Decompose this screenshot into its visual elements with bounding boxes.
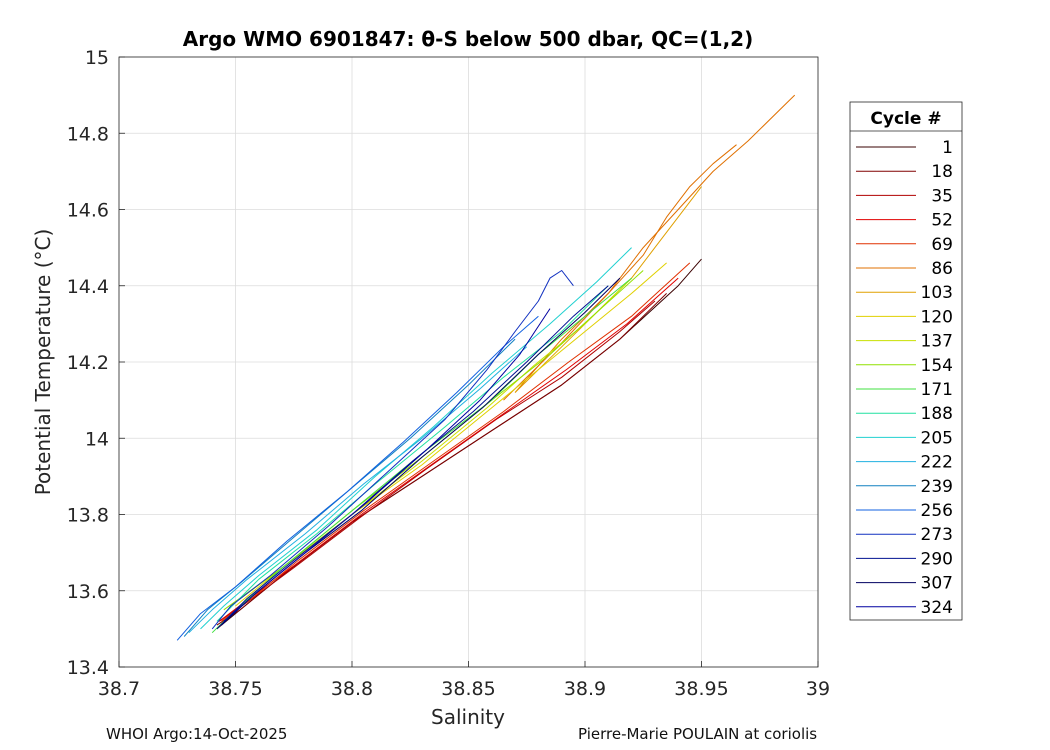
legend-label: 239: [921, 477, 953, 497]
x-tick-label: 38.7: [98, 678, 140, 700]
legend-label: 290: [921, 549, 953, 569]
footer-source: Pierre-Marie POULAIN at coriolis: [578, 725, 818, 743]
y-tick-label: 13.4: [67, 657, 109, 679]
series-line-14: [188, 346, 528, 634]
y-tick-label: 14.4: [67, 276, 109, 298]
legend-label: 205: [921, 428, 953, 448]
y-tick-label: 13.6: [67, 581, 109, 603]
legend-entries: 1 18 35 52 69 86 103 120 137 154 171 188 205 222 239 25…: [856, 138, 953, 618]
y-tick-label: 15: [85, 47, 109, 69]
legend-label: 35: [931, 186, 953, 206]
y-tick-label: 13.8: [67, 505, 109, 527]
axis-ticks: 38.7 38.75 38.8 38.85 38.9 38.95 39 13.4 13.6 13.…: [67, 47, 830, 700]
footer-credit: WHOI Argo:14-Oct-2025: [106, 725, 288, 743]
y-tick-label: 14.6: [67, 200, 109, 222]
series-line-5: [503, 94, 796, 401]
series-line-16: [176, 315, 539, 641]
y-tick-label: 14.8: [67, 123, 109, 145]
legend: Cycle # 1 18 35 52 69 86 103 120 137 154 171 188 205…: [849, 101, 963, 621]
legend-label: 52: [931, 211, 953, 231]
legend-label: 324: [921, 598, 953, 618]
legend-label: 154: [921, 356, 953, 376]
y-axis-label: Potential Temperature (°C): [31, 229, 55, 496]
legend-label: 120: [921, 307, 953, 327]
x-axis-label: Salinity: [431, 705, 505, 729]
x-tick-label: 38.9: [564, 678, 606, 700]
legend-label: 103: [921, 283, 953, 303]
legend-title: Cycle #: [870, 109, 941, 129]
series-line-1: [216, 293, 667, 626]
x-tick-label: 38.8: [331, 678, 373, 700]
series-line-2: [218, 300, 656, 622]
legend-label: 18: [931, 162, 953, 182]
x-tick-label: 38.95: [674, 678, 728, 700]
y-tick-label: 14: [85, 428, 109, 450]
y-tick-label: 14.2: [67, 352, 109, 374]
legend-box: [849, 101, 963, 621]
legend-label: 69: [931, 235, 953, 255]
series-line-15: [183, 338, 516, 637]
legend-label: 222: [921, 453, 953, 473]
x-tick-label: 38.75: [208, 678, 262, 700]
x-tick-label: 38.85: [441, 678, 495, 700]
series-line-18: [216, 285, 609, 630]
legend-label: 1: [942, 138, 953, 158]
legend-label: 273: [921, 525, 953, 545]
legend-label: 137: [921, 332, 953, 352]
legend-label: 307: [921, 574, 953, 594]
series-line-12: [216, 285, 609, 622]
series-line-17: [211, 270, 574, 630]
series-line-6: [514, 144, 737, 393]
legend-label: 86: [931, 259, 953, 279]
legend-label: 256: [921, 501, 953, 521]
series-line-20: [223, 308, 551, 622]
legend-label: 188: [921, 404, 953, 424]
series-line-4: [221, 262, 691, 622]
x-tick-label: 39: [806, 678, 830, 700]
chart-title: Argo WMO 6901847: θ-S below 500 dbar, QC…: [183, 27, 753, 51]
series-group: [176, 94, 796, 641]
legend-label: 171: [921, 380, 953, 400]
